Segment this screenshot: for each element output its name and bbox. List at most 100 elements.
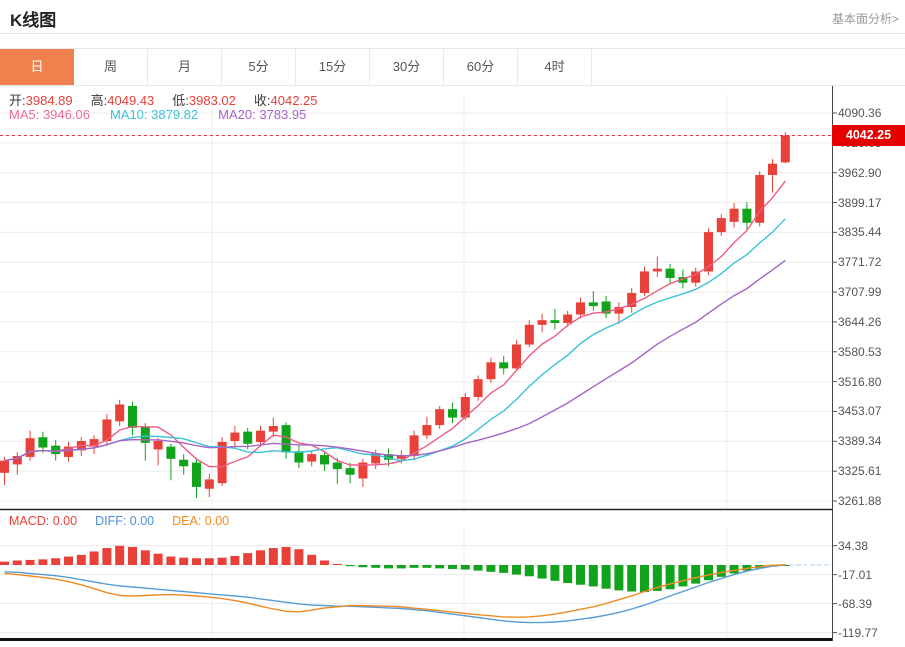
candle-body — [729, 208, 739, 222]
candle-body — [345, 468, 355, 475]
macd-bar — [678, 565, 688, 587]
candle-body — [780, 135, 790, 163]
macd-bar — [524, 565, 534, 577]
macd-bar — [537, 565, 547, 579]
macd-indicator-row: MACD: 0.00 DIFF: 0.00 DEA: 0.00 — [9, 514, 247, 528]
macd-bar — [25, 559, 35, 565]
candle-body — [691, 271, 701, 283]
candle-body — [179, 459, 189, 467]
candles — [0, 132, 790, 499]
macd-axis-label: -68.39 — [838, 596, 873, 611]
macd-bar — [76, 554, 86, 565]
candle-body — [192, 462, 201, 487]
macd-bar — [12, 560, 22, 565]
candle-body — [640, 271, 649, 294]
fundamental-analysis-link[interactable]: 基本面分析> — [831, 12, 899, 26]
price-axis-label: 3325.61 — [838, 464, 882, 479]
candle-body — [742, 208, 752, 223]
macd-bar — [652, 565, 662, 591]
ma-lines — [4, 218, 786, 462]
macd-bar — [332, 563, 342, 565]
ohlc-row: 开:3984.89 高:4049.43 低:3983.02 收:4042.25 — [9, 90, 336, 109]
ma-legend-row: MA5: 3946.06 MA10: 3879.82 MA20: 3783.95 — [9, 107, 326, 122]
candle-body — [678, 277, 688, 283]
candle-body — [563, 314, 573, 323]
candle-body — [153, 440, 163, 450]
macd-bar — [358, 565, 368, 568]
candle-body — [473, 379, 483, 397]
macd-row-item: MACD: 0.00 — [9, 514, 78, 528]
tab-60分[interactable]: 60分 — [444, 49, 518, 85]
candle-body — [281, 425, 291, 453]
tab-日[interactable]: 日 — [0, 49, 74, 85]
macd-axis-label: 34.38 — [838, 538, 869, 553]
candle-body — [460, 396, 470, 418]
candle-body — [550, 320, 560, 323]
macd-bar — [38, 559, 48, 565]
ma-row-item: MA10: 3879.82 — [109, 107, 199, 122]
macd-bar — [153, 553, 163, 565]
candle-body — [524, 324, 534, 345]
candle-body — [704, 232, 713, 272]
candle-body — [499, 362, 509, 369]
gridlines — [0, 95, 832, 641]
macd-bar — [217, 557, 227, 565]
macd-bar — [409, 565, 419, 568]
macd-bar — [499, 565, 509, 573]
price-axis-label: 4090.36 — [838, 106, 882, 120]
tab-15分[interactable]: 15分 — [296, 49, 370, 85]
ohlc-row-item: 开:3984.89 — [9, 93, 73, 108]
candle-body — [102, 419, 112, 441]
ohlc-row-item: 低:3983.02 — [172, 93, 236, 108]
header-divider — [0, 33, 905, 34]
macd-bar — [140, 550, 150, 565]
candle-body — [320, 455, 329, 465]
tab-30分[interactable]: 30分 — [370, 49, 444, 85]
candle-body — [448, 409, 457, 418]
ma-row-item: MA5: 3946.06 — [9, 107, 90, 122]
macd-bar — [691, 565, 701, 584]
macd-pane — [0, 545, 832, 624]
candle-body — [371, 453, 381, 464]
tab-周[interactable]: 周 — [74, 49, 148, 85]
ma10-line — [4, 218, 786, 462]
candle-body — [601, 301, 611, 314]
tab-月[interactable]: 月 — [148, 49, 222, 85]
chart-range-scrollbar[interactable] — [0, 638, 832, 641]
macd-bar — [512, 565, 521, 575]
macd-bar — [0, 561, 9, 565]
macd-bar — [601, 565, 611, 589]
ma5-line — [4, 180, 786, 468]
kline-chart-canvas[interactable] — [0, 86, 905, 647]
ohlc-row-item: 收:4042.25 — [253, 93, 318, 108]
candle-body — [512, 344, 521, 369]
macd-bar — [179, 557, 189, 565]
macd-bar — [115, 545, 125, 565]
tab-5分[interactable]: 5分 — [222, 49, 296, 85]
candle-body — [230, 432, 240, 441]
candle-body — [396, 455, 406, 459]
price-axis-label: 3389.34 — [838, 434, 882, 449]
candle-body — [89, 439, 99, 447]
candle-body — [243, 431, 253, 444]
macd-bar — [320, 560, 329, 565]
candle-body — [755, 174, 765, 223]
candle-body — [0, 460, 9, 473]
macd-bar — [230, 555, 240, 565]
candle-body — [307, 454, 317, 462]
macd-bar — [243, 553, 253, 565]
candle-body — [384, 454, 393, 460]
ma-row-item: MA20: 3783.95 — [218, 107, 307, 122]
candle-body — [358, 462, 368, 479]
tab-4时[interactable]: 4时 — [518, 49, 592, 85]
candle-body — [435, 409, 445, 426]
candle-body — [665, 268, 675, 279]
macd-bar — [640, 565, 649, 593]
page-title: K线图 — [10, 11, 57, 30]
price-axis-label: 3644.26 — [838, 314, 882, 329]
current-price-tag: 4042.25 — [832, 125, 905, 147]
candle-body — [38, 437, 48, 448]
candle-body — [614, 307, 624, 314]
macd-bar — [422, 565, 432, 568]
